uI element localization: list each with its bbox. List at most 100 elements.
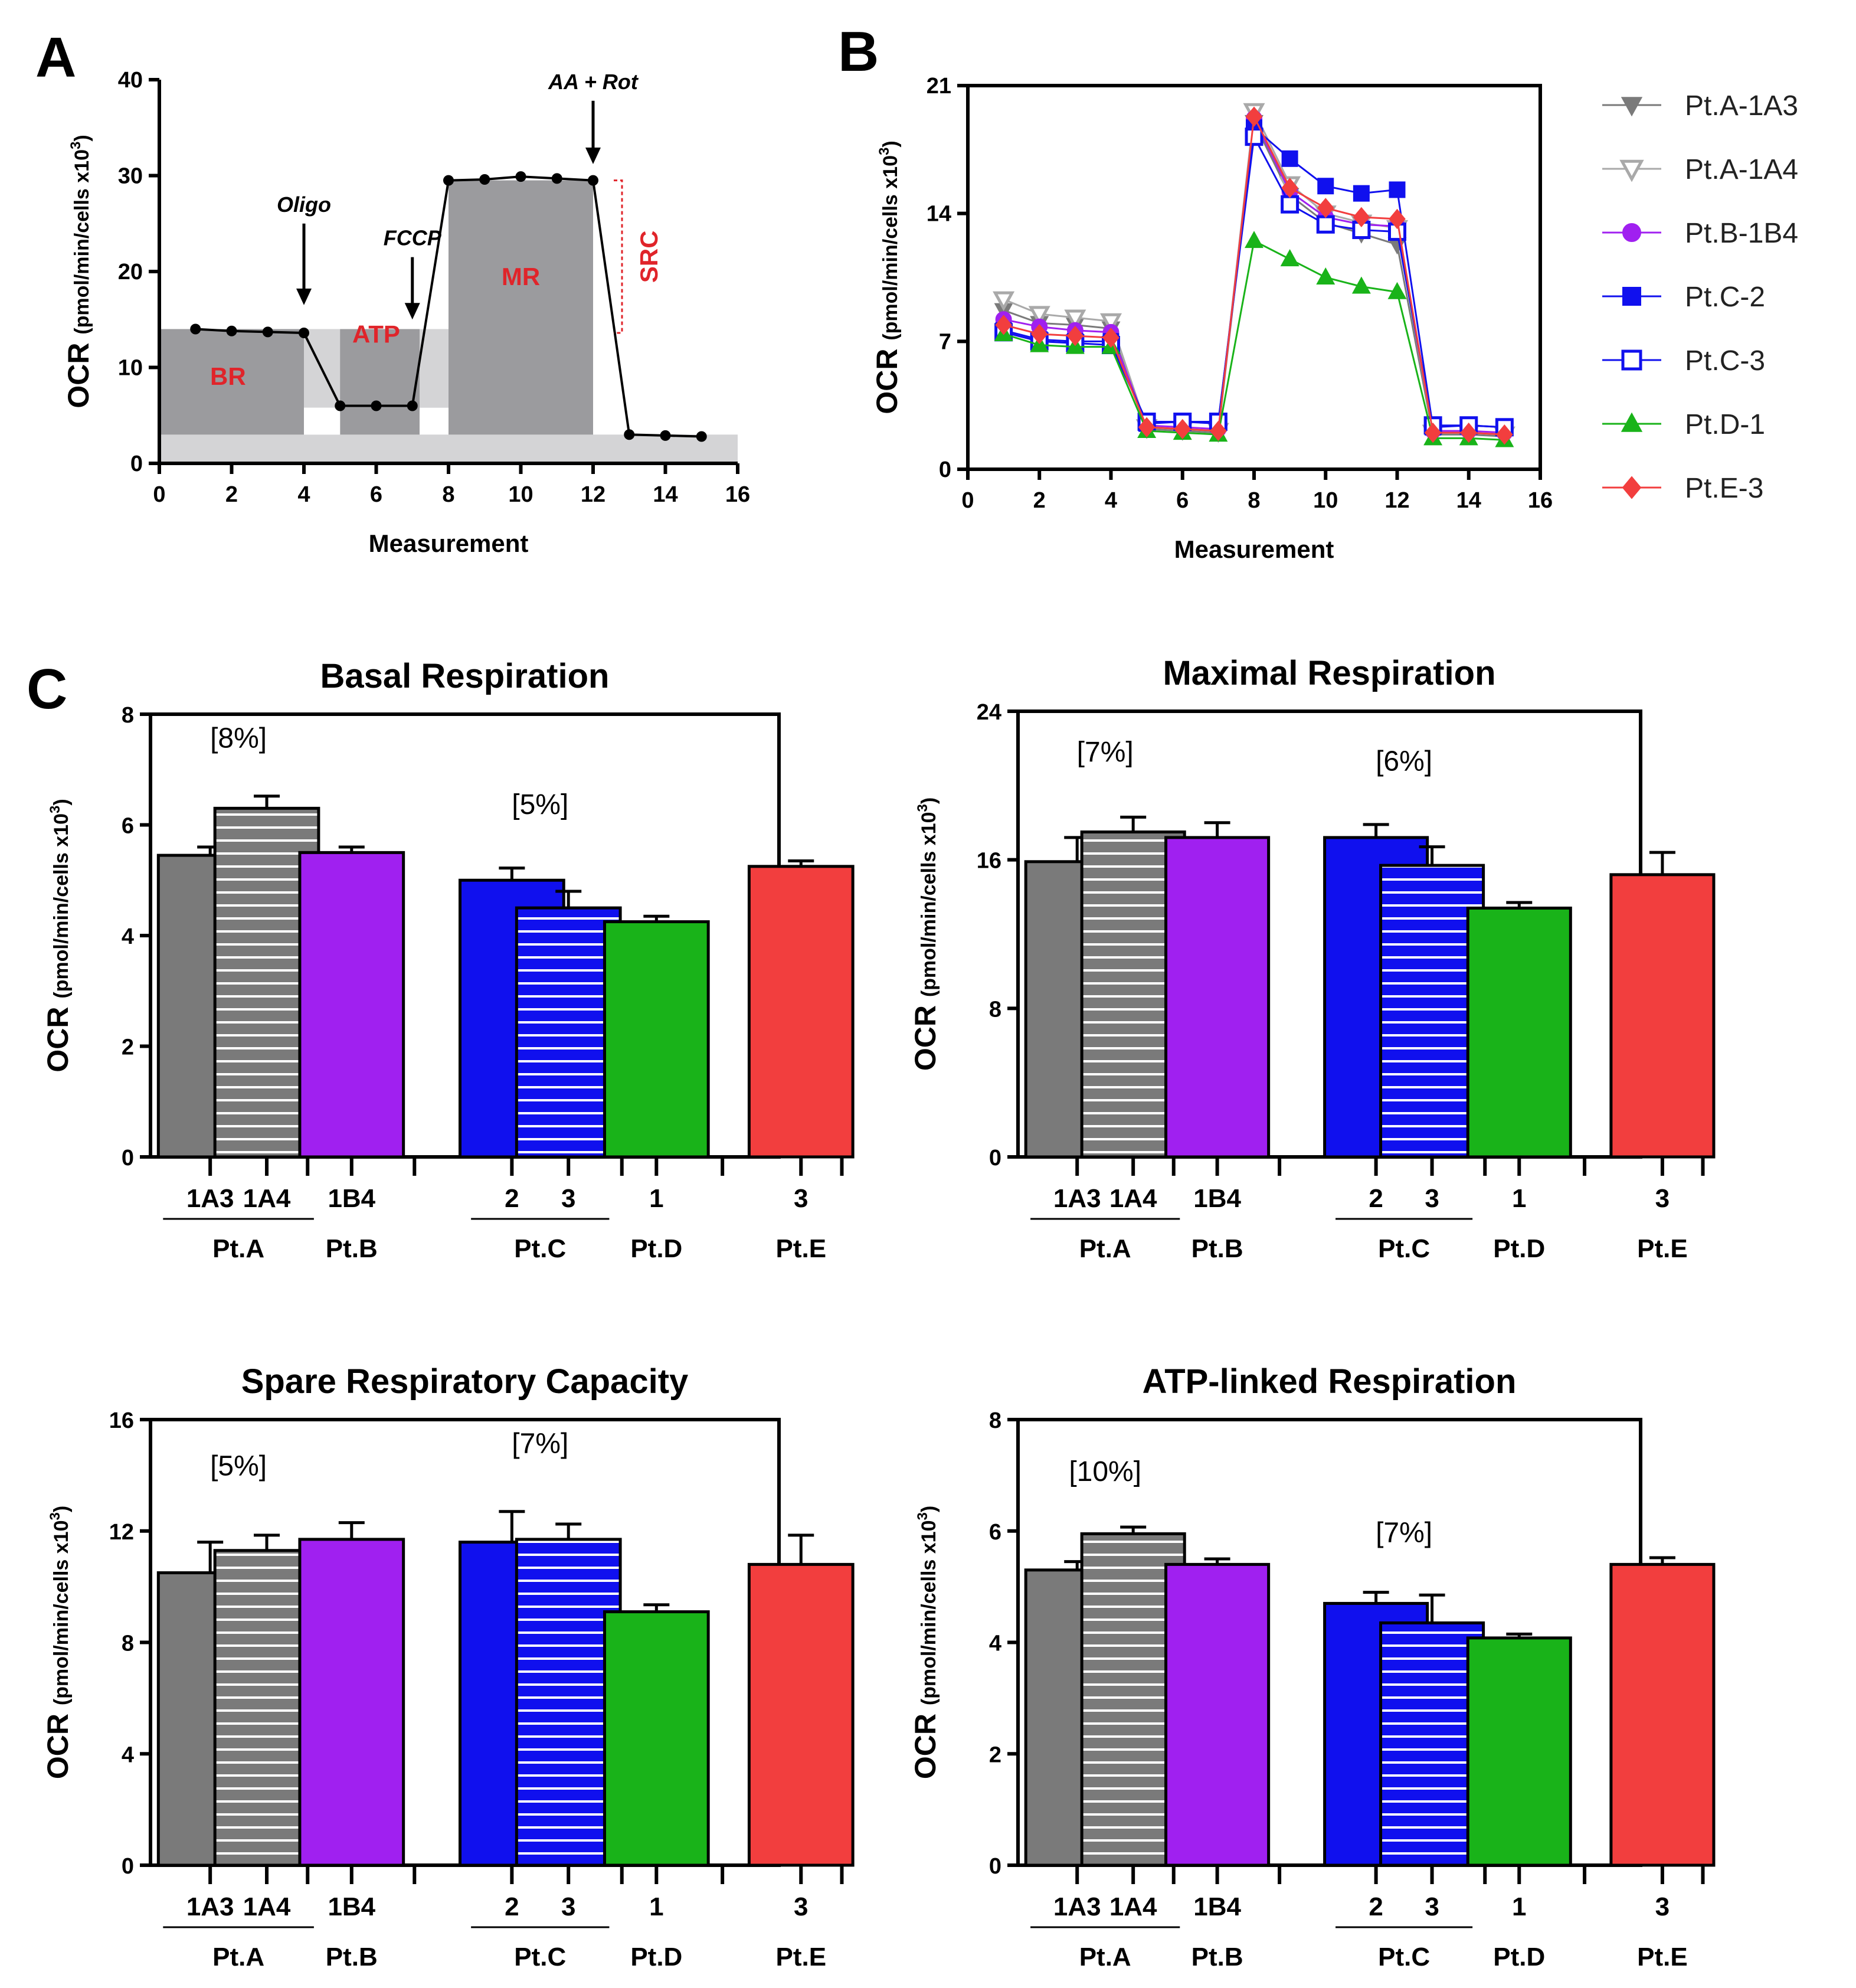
x-axis-label: Measurement [369, 529, 529, 557]
series-point [1102, 327, 1120, 348]
x-tick-label: 12 [1384, 488, 1409, 513]
x-tick-label: 14 [1456, 488, 1481, 513]
panel-label-b: B [838, 20, 879, 83]
legend-label: Pt.C-3 [1685, 345, 1765, 377]
x-tick-label: 2 [1033, 488, 1046, 513]
y-tick-label: 14 [927, 202, 951, 227]
y-tick-label: 40 [118, 68, 143, 93]
y-label-close: ) [918, 797, 940, 804]
category-label: 2 [505, 1892, 519, 1921]
group-label-pt-d: Pt.D [630, 1234, 682, 1263]
region-label-mr: MR [502, 263, 540, 290]
series-connector [1396, 218, 1434, 433]
category-label: 1A4 [243, 1892, 291, 1921]
percent-label: [10%] [1069, 1456, 1141, 1487]
data-point [299, 328, 309, 338]
percent-label: [5%] [210, 1450, 267, 1482]
category-label: 2 [1369, 1892, 1383, 1921]
y-label-main: OCR [870, 341, 904, 414]
series-pt-e-3 [995, 106, 1513, 445]
region-label-br: BR [210, 362, 246, 390]
data-point [551, 173, 562, 184]
annotation-fccp: FCCP [384, 226, 442, 250]
series-pt-a-1a3 [994, 115, 1514, 447]
group-label-pt-b: Pt.B [1191, 1234, 1243, 1263]
data-point [226, 325, 237, 336]
series-point [1389, 181, 1406, 198]
chart-title: ATP-linked Respiration [1143, 1362, 1517, 1401]
bar-3 [1609, 1562, 1716, 1867]
data-point [696, 431, 707, 442]
y-label-sup: 3 [47, 1512, 63, 1520]
series-line [1003, 318, 1111, 333]
series-point [1245, 127, 1263, 146]
y-label-main: OCR [909, 1705, 942, 1779]
y-tick-label: 8 [989, 1408, 1001, 1433]
y-label-unit: (pmol/min/cells x10 [50, 1521, 73, 1706]
legend-label: Pt.A-1A4 [1685, 154, 1798, 185]
annotation-aa-rot: AA + Rot [548, 70, 639, 94]
category-label: 3 [1425, 1892, 1439, 1921]
y-tick-label: 0 [122, 1854, 134, 1879]
y-tick-label: 7 [939, 329, 951, 354]
category-label: 3 [794, 1892, 808, 1921]
group-label-pt-e: Pt.E [775, 1943, 826, 1971]
y-tick-label: 16 [109, 1408, 134, 1433]
y-tick-label: 0 [130, 452, 143, 476]
y-tick-label: 8 [989, 997, 1001, 1022]
y-tick-label: 4 [989, 1631, 1001, 1656]
series-point [1281, 195, 1299, 214]
region-label-atp: ATP [352, 320, 400, 348]
y-label-unit: (pmol/min/cells x10 [918, 812, 940, 998]
y-tick-label: 4 [122, 924, 134, 949]
y-axis-label: OCR (pmol/min/cells x103) [909, 1506, 942, 1779]
y-tick-label: 2 [989, 1742, 1001, 1767]
y-label-main: OCR [62, 335, 95, 408]
chart-title: Maximal Respiration [1163, 654, 1495, 692]
y-label-unit: (pmol/min/cells x10 [918, 1521, 940, 1706]
bar-1 [1466, 906, 1572, 1159]
y-label-sup: 3 [47, 806, 63, 813]
series-line [1003, 333, 1111, 348]
percent-label: [7%] [1077, 737, 1134, 768]
series-point [1138, 417, 1156, 437]
data-point [262, 326, 273, 338]
series-point [1280, 249, 1299, 267]
category-label: 3 [1655, 1892, 1670, 1921]
data-point [190, 323, 201, 335]
series-pt-b-1b4 [995, 110, 1513, 442]
series-point [1028, 306, 1050, 326]
series-line [1003, 309, 1111, 330]
y-label-close: ) [50, 799, 73, 805]
legend-label: Pt.C-2 [1685, 282, 1765, 313]
series-point [1353, 185, 1370, 202]
series-line [1003, 324, 1111, 339]
data-point [443, 175, 454, 186]
y-label-sup: 3 [915, 1512, 931, 1520]
data-point [371, 400, 382, 411]
y-label-sup: 3 [876, 148, 892, 155]
x-tick-label: 0 [153, 482, 165, 507]
y-label-sup: 3 [915, 804, 931, 812]
group-label-pt-b: Pt.B [326, 1234, 378, 1263]
series-point [1064, 309, 1086, 330]
series-point [1351, 276, 1371, 294]
category-label: 2 [505, 1184, 519, 1213]
percent-label: [7%] [512, 1428, 568, 1460]
legend-marker [1621, 349, 1642, 371]
y-axis-label: OCR (pmol/min/cells x103) [909, 797, 942, 1071]
y-label-unit: (pmol/min/cells x10 [50, 813, 73, 999]
y-tick-label: 4 [122, 1742, 134, 1767]
chart-title: Spare Respiratory Capacity [241, 1362, 689, 1401]
x-tick-label: 4 [297, 482, 310, 507]
x-tick-label: 16 [725, 482, 750, 507]
legend-marker [1622, 223, 1641, 242]
group-label-pt-e: Pt.E [775, 1234, 826, 1263]
series-point [1030, 323, 1048, 345]
legend-label: Pt.A-1A3 [1685, 90, 1798, 122]
series-line [1003, 298, 1111, 322]
y-label-unit: (pmol/min/cells x10 [879, 155, 902, 341]
panel-label-a: A [35, 26, 76, 89]
y-label-unit: (pmol/min/cells x10 [71, 149, 93, 335]
category-label: 3 [794, 1184, 808, 1213]
